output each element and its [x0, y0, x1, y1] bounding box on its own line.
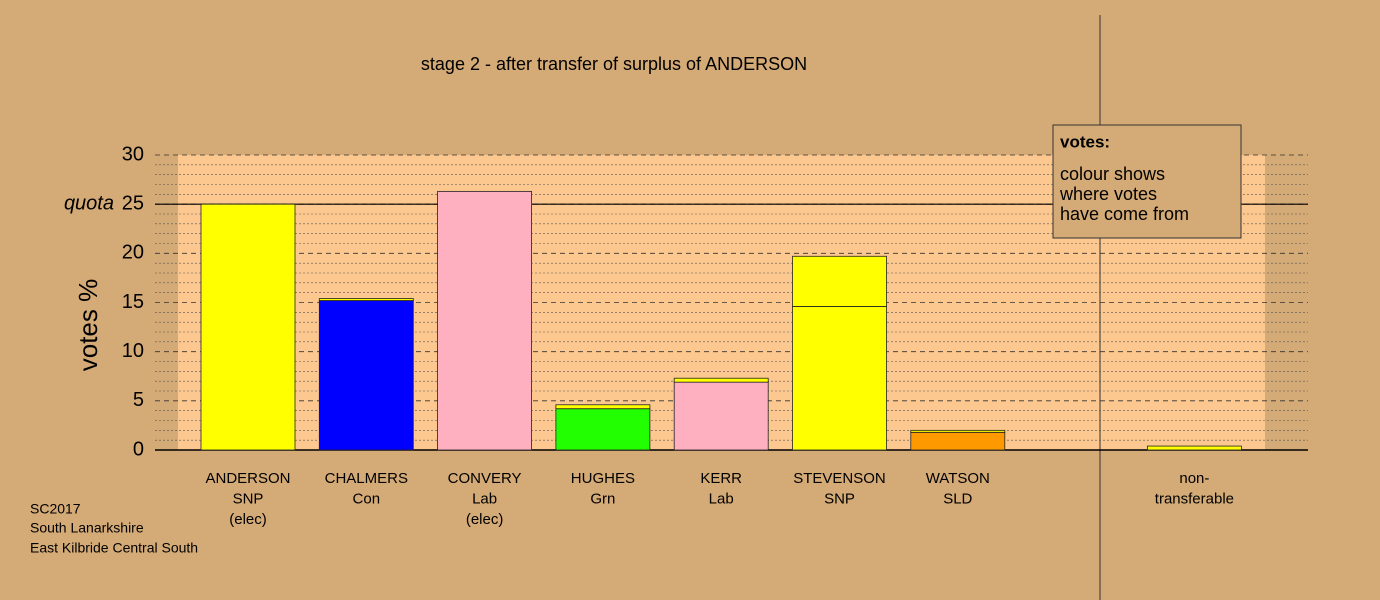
x-tick-label: WATSON: [926, 470, 990, 487]
x-tick-label: Grn: [590, 490, 615, 507]
x-tick-label: CHALMERS: [325, 470, 408, 487]
bar-segment: [555, 408, 651, 451]
bar-segment: [437, 190, 533, 451]
y-tick-label: 15: [122, 291, 144, 313]
x-tick-label: transferable: [1155, 490, 1234, 507]
x-tick-label: SLD: [943, 490, 972, 507]
bar-segment: [318, 300, 414, 451]
legend-box: [1052, 124, 1242, 239]
y-tick-label: 10: [122, 340, 144, 362]
bar-segment: [673, 381, 769, 451]
legend: votes: colour shows where votes have com…: [1052, 124, 1242, 239]
bar-segment: [200, 203, 296, 451]
legend-text: have come from: [1060, 204, 1189, 224]
bar-segment: [1147, 445, 1242, 451]
x-tick-label: ANDERSON: [205, 470, 290, 487]
legend-title: votes:: [1060, 132, 1110, 151]
bar-segment: [555, 404, 651, 410]
x-tick-label: non-: [1179, 470, 1209, 487]
bar-segment: [318, 298, 414, 301]
y-tick-label: 30: [122, 143, 144, 165]
bar-segment: [910, 429, 1006, 433]
y-tick-label: 0: [133, 438, 144, 460]
x-tick-label: HUGHES: [571, 470, 635, 487]
chart-title: stage 2 - after transfer of surplus of A…: [421, 54, 807, 74]
x-tick-label: SNP: [233, 490, 264, 507]
x-tick-label: STEVENSON: [793, 470, 886, 487]
x-tick-label: Con: [353, 490, 381, 507]
x-tick-label: Lab: [709, 490, 734, 507]
bar-segment: [910, 431, 1006, 451]
x-tick-label: (elec): [466, 511, 504, 528]
bar-segment: [673, 377, 769, 383]
footer-text: SC2017: [30, 501, 81, 517]
footer-text: South Lanarkshire: [30, 520, 144, 536]
bar-segment: [792, 255, 887, 307]
y-tick-label: 20: [122, 242, 144, 264]
y-tick-label: 25: [122, 192, 144, 214]
x-tick-label: SNP: [824, 490, 855, 507]
y-tick-label: 5: [133, 389, 144, 411]
footer-text: East Kilbride Central South: [30, 540, 198, 556]
x-tick-label: CONVERY: [448, 470, 522, 487]
legend-text: colour shows: [1060, 164, 1165, 184]
x-tick-label: KERR: [700, 470, 742, 487]
quota-label: quota: [64, 192, 114, 214]
x-tick-label: Lab: [472, 490, 497, 507]
legend-text: where votes: [1059, 184, 1157, 204]
bar-segment: [792, 306, 887, 451]
x-tick-label: (elec): [229, 511, 267, 528]
y-axis-label: votes %: [73, 279, 103, 372]
